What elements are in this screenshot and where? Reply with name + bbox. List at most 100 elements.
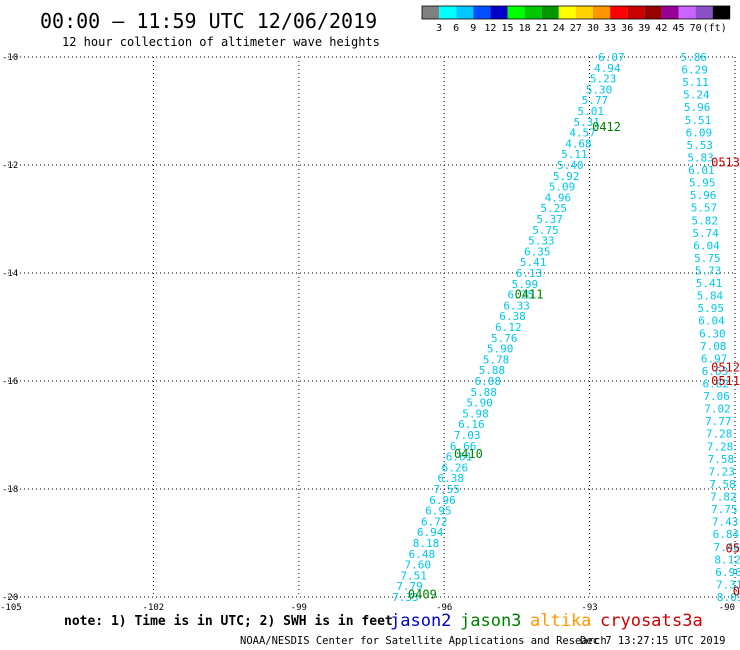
swh-value: 4.96: [545, 191, 572, 204]
legend-frame: [421, 5, 731, 20]
swh-value: 5.92: [553, 170, 580, 183]
swh-value: 5.33: [528, 235, 555, 248]
swh-value: 5.83: [687, 151, 714, 164]
time-label: 0412: [592, 120, 621, 134]
swh-value: 6.48: [409, 548, 436, 561]
swh-value: 4.68: [565, 137, 592, 150]
swh-value: 6.12: [495, 321, 522, 334]
swh-value: 8.18: [413, 537, 440, 550]
swh-value: 7.28: [706, 428, 733, 441]
swh-value: 6.25: [508, 289, 535, 302]
swh-value: 6.29: [681, 64, 708, 77]
swh-value: 6.97: [701, 352, 728, 365]
swh-value: 7.46: [714, 541, 740, 554]
legend-swatch: [661, 6, 679, 19]
y-tick-label: -14: [2, 269, 18, 279]
swh-value: 5.78: [483, 353, 510, 366]
y-tick-label: -18: [2, 485, 18, 495]
legend-swatch: [541, 6, 559, 19]
legend-swatch: [524, 6, 542, 19]
time-label: 0: [733, 585, 740, 599]
swh-value: 5.01: [578, 105, 605, 118]
swh-value: 6.84: [713, 528, 740, 541]
y-tick-label: -12: [2, 161, 18, 171]
swh-value: 6.26: [442, 461, 469, 474]
swh-value: 6.30: [699, 327, 726, 340]
swh-value: 7.58: [708, 453, 735, 466]
time-label: 0513: [711, 155, 740, 169]
x-tick-label: -99: [291, 603, 307, 613]
swh-value: 5.76: [491, 332, 518, 345]
swh-value: 5.37: [536, 213, 563, 226]
swh-value: 5.96: [690, 189, 717, 202]
legend-label: 15: [501, 23, 513, 34]
legend-label: 30: [587, 23, 599, 34]
satellite-name: altika: [530, 611, 591, 631]
swh-value: 5.30: [586, 83, 613, 96]
swh-value: 7.28: [707, 440, 734, 453]
swh-value: 6.63: [702, 365, 729, 378]
legend-label: 18: [519, 23, 531, 34]
chart-subtitle: 12 hour collection of altimeter wave hei…: [62, 35, 380, 49]
swh-value: 5.82: [692, 214, 719, 227]
swh-value: 5.86: [681, 51, 708, 64]
legend-swatch: [593, 6, 611, 19]
footer-note: note: 1) Time is in UTC; 2) SWH is in fe…: [64, 614, 393, 629]
swh-value: 5.31: [573, 116, 600, 129]
swh-value: 5.57: [691, 202, 718, 215]
swh-value: 6.07: [598, 51, 625, 64]
swh-value: 6.96: [715, 566, 740, 579]
swh-value: 7.77: [705, 415, 732, 428]
swh-value: 7.79: [396, 580, 423, 593]
chart-title: 00:00 – 11:59 UTC 12/06/2019: [40, 9, 377, 33]
plot-area: -10 -12 -14 -16 -18 -20-105 -102 -99 -96 -93 -90 6.…: [0, 51, 740, 613]
swh-value: 5.88: [470, 386, 497, 399]
swh-value: 6.94: [417, 526, 444, 539]
time-label: 0511: [711, 374, 740, 388]
y-tick-label: -10: [2, 53, 18, 63]
swh-value: 5.88: [479, 364, 506, 377]
swh-value: 7.31: [716, 578, 740, 591]
legend-label: 33: [604, 23, 616, 34]
legend-swatch: [473, 6, 491, 19]
swh-value: 6.01: [688, 164, 715, 177]
swh-value: 5.09: [549, 181, 576, 194]
swh-value: 7.82: [710, 491, 737, 504]
satellite-name: jason2: [390, 611, 451, 631]
swh-value: 5.41: [520, 256, 547, 269]
swh-value: 5.99: [512, 278, 539, 291]
footer-credit: NOAA/NESDIS Center for Satellite Applica…: [240, 635, 607, 647]
swh-value: 5.24: [683, 89, 710, 102]
swh-value: 5.25: [540, 202, 567, 215]
swh-value: 5.40: [557, 159, 584, 172]
swh-value: 5.74: [692, 227, 719, 240]
time-label: 0410: [454, 447, 483, 461]
swh-value: 6.09: [686, 126, 713, 139]
swh-value: 6.16: [458, 418, 485, 431]
swh-value: 5.84: [697, 290, 724, 303]
swh-value: 6.95: [425, 505, 452, 518]
swh-value: 7.23: [708, 465, 735, 478]
swh-value: 6.04: [693, 239, 720, 252]
y-tick-label: -20: [2, 593, 18, 603]
legend-swatch: [712, 6, 730, 19]
swh-value: 6.33: [503, 299, 530, 312]
legend-swatch: [575, 6, 593, 19]
legend-swatch: [507, 6, 525, 19]
swh-value: 6.04: [698, 315, 725, 328]
legend-swatch: [558, 6, 576, 19]
swh-value: 5.73: [695, 264, 722, 277]
y-tick-label: -16: [2, 377, 18, 387]
swh-value: 5.95: [689, 177, 716, 190]
time-label: 0512: [711, 361, 740, 375]
legend-swatch: [627, 6, 645, 19]
swh-value: 7.08: [700, 340, 727, 353]
swh-value: 5.75: [532, 224, 559, 237]
swh-value: 7.43: [712, 516, 739, 529]
satellite-name: s3a: [672, 611, 703, 631]
x-tick-label: -90: [719, 603, 735, 613]
swh-value: 5.77: [582, 94, 609, 107]
swh-value: 5.41: [696, 277, 723, 290]
swh-value: 5.11: [682, 76, 709, 89]
legend-swatch: [644, 6, 662, 19]
